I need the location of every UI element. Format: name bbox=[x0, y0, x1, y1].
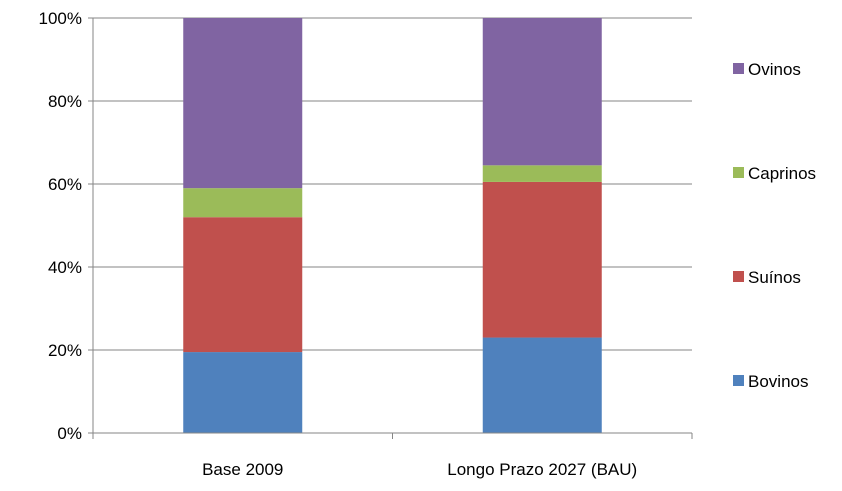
legend: Ovinos Caprinos Suínos Bovinos bbox=[733, 60, 816, 391]
legend-label: Bovinos bbox=[748, 372, 808, 391]
axes: 0% 20% 40% 60% 80% 100% Base 2009 Longo Prazo 2… bbox=[39, 9, 693, 479]
legend-swatch bbox=[733, 271, 744, 282]
bars bbox=[183, 18, 602, 433]
bar-segment-bovinos bbox=[183, 352, 303, 433]
y-tick-label: 0% bbox=[57, 424, 82, 443]
legend-swatch bbox=[733, 63, 744, 74]
bar-segment-suínos bbox=[482, 181, 602, 338]
legend-label: Suínos bbox=[748, 268, 801, 287]
bar-segment-caprinos bbox=[482, 165, 602, 182]
y-tick-label: 40% bbox=[48, 258, 82, 277]
y-tick-label: 100% bbox=[39, 9, 82, 28]
legend-swatch bbox=[733, 375, 744, 386]
legend-label: Caprinos bbox=[748, 164, 816, 183]
gridlines bbox=[93, 17, 692, 351]
y-tick-label: 80% bbox=[48, 92, 82, 111]
bar-segment-suínos bbox=[183, 217, 303, 353]
x-tick-label: Longo Prazo 2027 (BAU) bbox=[447, 460, 637, 479]
bar-segment-caprinos bbox=[183, 188, 303, 218]
bar-segment-bovinos bbox=[482, 337, 602, 433]
legend-label: Ovinos bbox=[748, 60, 801, 79]
legend-item-suínos: Suínos bbox=[733, 268, 801, 287]
legend-item-bovinos: Bovinos bbox=[733, 372, 808, 391]
y-tick-label: 60% bbox=[48, 175, 82, 194]
y-tick-label: 20% bbox=[48, 341, 82, 360]
legend-item-ovinos: Ovinos bbox=[733, 60, 801, 79]
bar-segment-ovinos bbox=[482, 18, 602, 166]
bar-segment-ovinos bbox=[183, 18, 303, 189]
legend-swatch bbox=[733, 167, 744, 178]
legend-item-caprinos: Caprinos bbox=[733, 164, 816, 183]
x-tick-label: Base 2009 bbox=[202, 460, 283, 479]
